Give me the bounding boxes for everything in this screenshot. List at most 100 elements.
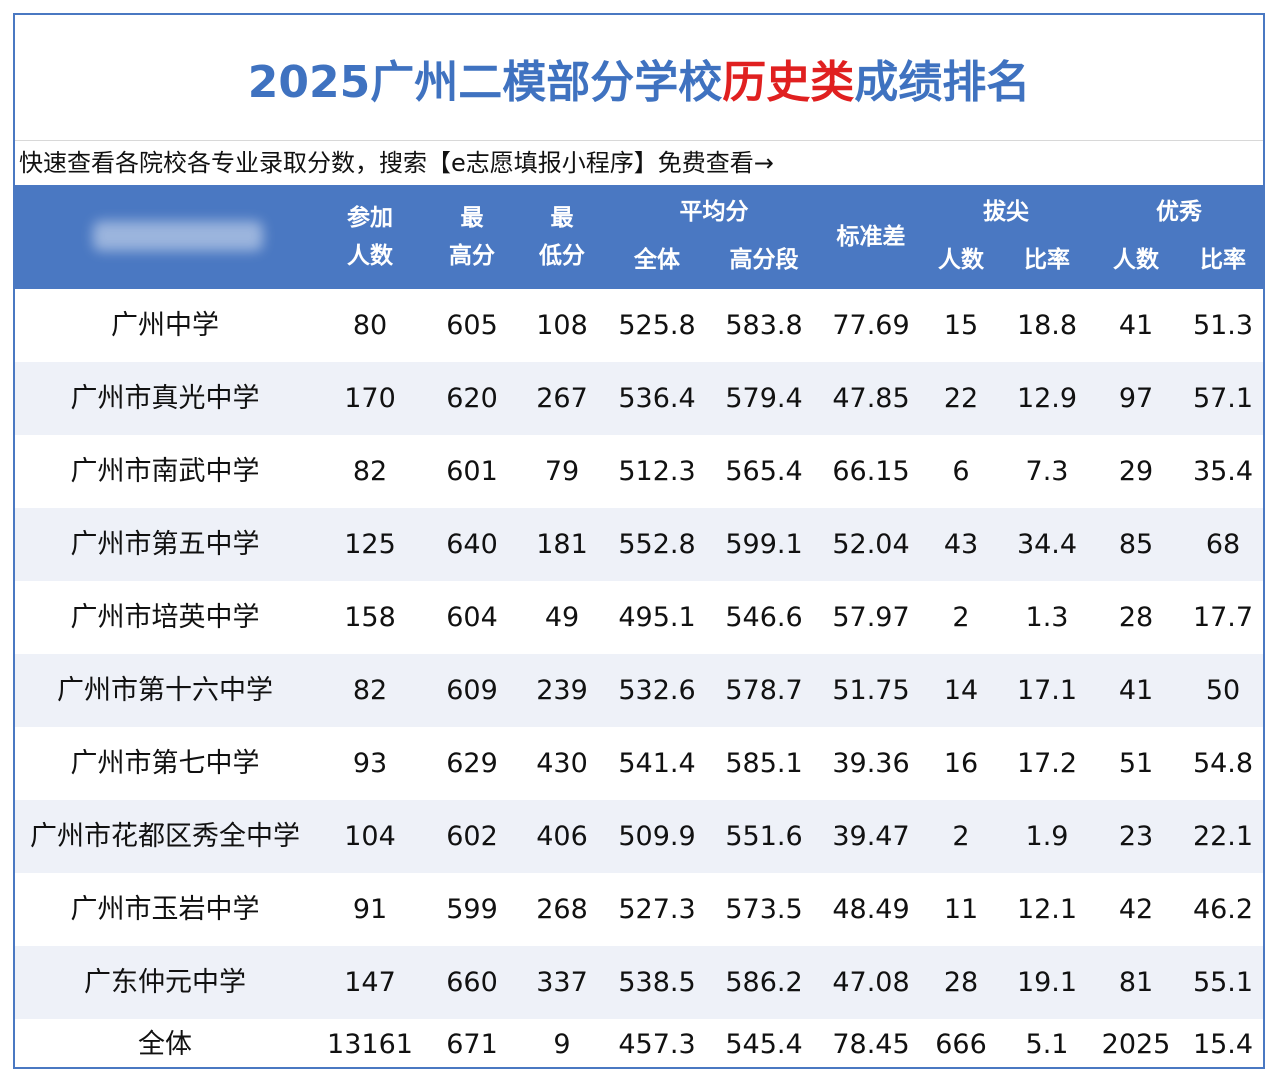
cell-exc-rate: 57.1 <box>1192 383 1254 414</box>
cell-max-score: 609 <box>446 675 498 706</box>
cell-participants: 158 <box>344 602 396 633</box>
cell-school-name: 广州市第七中学 <box>70 748 260 779</box>
cell-max-score: 604 <box>446 602 498 633</box>
cell-max-score: 671 <box>446 1029 498 1060</box>
page-title: 2025广州二模部分学校 历史类 成绩排名 <box>15 15 1263 141</box>
title-highlight: 历史类 <box>722 56 855 108</box>
cell-avg-high: 583.8 <box>725 310 803 341</box>
cell-std-dev: 78.45 <box>832 1029 910 1060</box>
header-exc-rate: 比率 <box>1200 247 1246 273</box>
header-top-rate: 比率 <box>1024 247 1070 273</box>
cell-min-score: 406 <box>536 821 588 852</box>
cell-max-score: 602 <box>446 821 498 852</box>
cell-top-count: 11 <box>943 894 979 925</box>
cell-school-name: 广州市培英中学 <box>70 602 260 633</box>
cell-top-count: 666 <box>935 1029 987 1060</box>
header-min: 最低分 <box>539 205 585 269</box>
header-avg-group: 平均分 <box>679 199 749 225</box>
cell-std-dev: 77.69 <box>832 310 910 341</box>
header-top-group: 拔尖 <box>983 199 1029 225</box>
cell-top-count: 2 <box>952 602 970 633</box>
cell-std-dev: 66.15 <box>832 456 910 487</box>
cell-top-count: 6 <box>952 456 970 487</box>
cell-top-rate: 12.9 <box>1016 383 1078 414</box>
cell-participants: 125 <box>344 529 396 560</box>
header-exc-group: 优秀 <box>1156 199 1202 225</box>
cell-exc-count: 2025 <box>1101 1029 1171 1060</box>
cell-avg-high: 565.4 <box>725 456 803 487</box>
table-row: 广州市真光中学 170 620 267 536.4 579.4 47.85 22 12.9 97 5… <box>15 362 1263 435</box>
cell-exc-count: 28 <box>1118 602 1154 633</box>
cell-max-score: 620 <box>446 383 498 414</box>
header-exc-count: 人数 <box>1113 247 1159 273</box>
cell-exc-count: 41 <box>1118 310 1154 341</box>
cell-std-dev: 47.85 <box>832 383 910 414</box>
title-part2: 成绩排名 <box>854 56 1031 108</box>
cell-exc-count: 85 <box>1118 529 1154 560</box>
cell-avg-all: 532.6 <box>618 675 696 706</box>
cell-std-dev: 57.97 <box>832 602 910 633</box>
cell-school-name: 全体 <box>138 1029 192 1060</box>
cell-school-name: 广州市玉岩中学 <box>70 894 260 925</box>
cell-top-count: 14 <box>943 675 979 706</box>
cell-participants: 80 <box>352 310 388 341</box>
cell-top-count: 43 <box>943 529 979 560</box>
table-row: 广州中学 80 605 108 525.8 583.8 77.69 15 18.8 41 51.3 <box>15 289 1263 362</box>
table-row: 广州市玉岩中学 91 599 268 527.3 573.5 48.49 11 12.1 42 46… <box>15 873 1263 946</box>
table-row: 广州市第十六中学 82 609 239 532.6 578.7 51.75 14 17.1 41 5… <box>15 654 1263 727</box>
cell-avg-high: 573.5 <box>725 894 803 925</box>
cell-min-score: 181 <box>536 529 588 560</box>
cell-top-rate: 17.1 <box>1016 675 1078 706</box>
cell-participants: 170 <box>344 383 396 414</box>
cell-exc-rate: 68 <box>1205 529 1241 560</box>
cell-school-name: 广州市花都区秀全中学 <box>30 821 300 852</box>
cell-exc-rate: 46.2 <box>1192 894 1254 925</box>
cell-top-rate: 17.2 <box>1016 748 1078 779</box>
cell-min-score: 9 <box>553 1029 571 1060</box>
cell-exc-count: 81 <box>1118 967 1154 998</box>
table-body: 广州中学 80 605 108 525.8 583.8 77.69 15 18.8 41 51.3 广… <box>15 289 1263 1067</box>
cell-std-dev: 39.47 <box>832 821 910 852</box>
cell-std-dev: 39.36 <box>832 748 910 779</box>
cell-school-name: 广州市南武中学 <box>70 456 260 487</box>
cell-avg-all: 509.9 <box>618 821 696 852</box>
cell-top-rate: 1.3 <box>1025 602 1069 633</box>
cell-top-rate: 7.3 <box>1025 456 1069 487</box>
cell-exc-count: 42 <box>1118 894 1154 925</box>
cell-school-name: 广东仲元中学 <box>84 967 246 998</box>
header-avg-all: 全体 <box>634 247 680 273</box>
table-row: 广州市南武中学 82 601 79 512.3 565.4 66.15 6 7.3 29 35.4 <box>15 435 1263 508</box>
cell-participants: 91 <box>352 894 388 925</box>
cell-min-score: 430 <box>536 748 588 779</box>
table-row: 广东仲元中学 147 660 337 538.5 586.2 47.08 28 19.1 81 55… <box>15 946 1263 1019</box>
cell-exc-count: 23 <box>1118 821 1154 852</box>
cell-min-score: 79 <box>544 456 580 487</box>
cell-top-rate: 19.1 <box>1016 967 1078 998</box>
cell-participants: 82 <box>352 675 388 706</box>
cell-max-score: 660 <box>446 967 498 998</box>
cell-avg-high: 578.7 <box>725 675 803 706</box>
cell-exc-rate: 55.1 <box>1192 967 1254 998</box>
cell-avg-high: 599.1 <box>725 529 803 560</box>
table-row: 广州市培英中学 158 604 49 495.1 546.6 57.97 2 1.3 28 17.7 <box>15 581 1263 654</box>
cell-top-count: 16 <box>943 748 979 779</box>
cell-participants: 104 <box>344 821 396 852</box>
notice-banner[interactable]: 快速查看各院校各专业录取分数，搜索【e志愿填报小程序】免费查看→ <box>19 149 774 177</box>
cell-max-score: 640 <box>446 529 498 560</box>
cell-exc-rate: 51.3 <box>1192 310 1254 341</box>
cell-top-count: 28 <box>943 967 979 998</box>
table-row: 广州市花都区秀全中学 104 602 406 509.9 551.6 39.47 2 1.9 23… <box>15 800 1263 873</box>
cell-exc-rate: 35.4 <box>1192 456 1254 487</box>
cell-avg-high: 586.2 <box>725 967 803 998</box>
cell-participants: 147 <box>344 967 396 998</box>
cell-school-name: 广州市第五中学 <box>70 529 260 560</box>
header-participants: 参加 人数 <box>347 205 393 269</box>
blurred-watermark <box>93 221 263 251</box>
header-std: 标准差 <box>836 224 906 250</box>
table-header: 参加 人数 最高分 最低分 平均分 全体 高分段 标准差 拔尖 人数 比率 优秀 … <box>15 185 1263 289</box>
cell-school-name: 广州市第十六中学 <box>57 675 273 706</box>
cell-std-dev: 52.04 <box>832 529 910 560</box>
header-max: 最高分 <box>449 205 495 269</box>
cell-avg-high: 546.6 <box>725 602 803 633</box>
cell-avg-all: 541.4 <box>618 748 696 779</box>
